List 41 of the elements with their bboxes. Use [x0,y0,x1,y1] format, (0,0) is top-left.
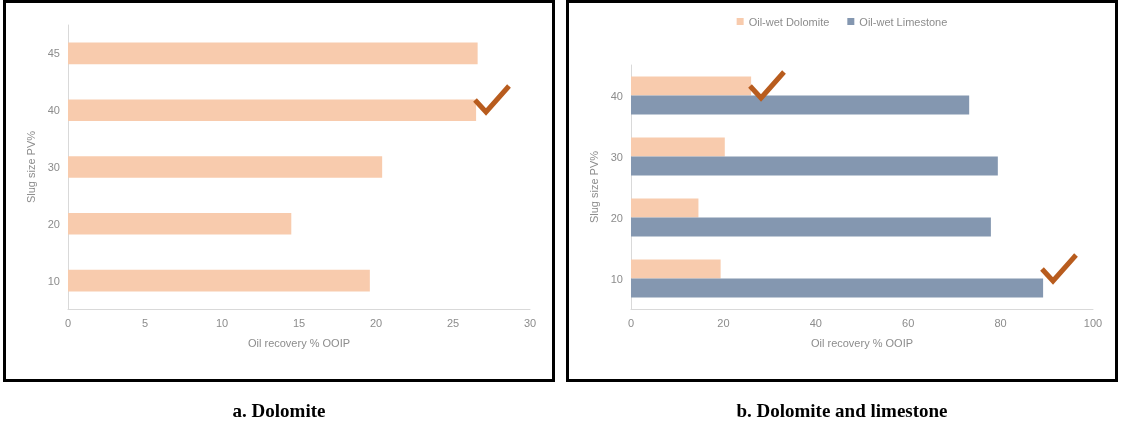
bar [68,42,478,65]
bar [631,278,1044,298]
y-tick-label: 40 [610,89,623,102]
x-axis-title: Oil recovery % OOIP [810,336,914,349]
x-axis-title: Oil recovery % OOIP [247,336,351,349]
x-tick-label: 10 [215,316,229,329]
bar [631,259,721,279]
bar [631,198,699,218]
x-tick-label: 15 [292,316,306,329]
bar [631,156,998,176]
x-tick-label: 0 [627,316,635,329]
x-tick-label: 5 [141,316,149,329]
bar [68,156,383,178]
legend-label: Oil-wet Dolomite [748,15,830,28]
bar [631,137,725,157]
legend-label: Oil-wet Limestone [859,15,948,28]
y-tick-label: 45 [47,47,60,60]
text: b. Dolomite and limestone [735,400,949,422]
bar [631,95,970,115]
x-tick-label: 20 [369,316,383,329]
y-tick-label: 20 [610,211,623,224]
x-tick-label: 40 [809,316,822,329]
y-tick-label: 30 [47,161,60,173]
y-tick-label: 30 [610,150,623,163]
x-tick-label: 25 [446,316,460,329]
x-tick-label: 100 [1083,316,1103,329]
y-tick-label: 40 [47,104,60,117]
y-tick-label: 20 [47,217,60,230]
y-axis-title: Slug size PV% [25,130,38,204]
y-axis-title: Slug size PV% [588,150,601,224]
x-tick-label: 80 [994,316,1007,329]
x-tick-label: 20 [717,316,730,329]
x-tick-label: 60 [902,316,915,329]
bar [631,217,991,237]
y-tick-label: 10 [47,274,60,287]
y-tick-label: 10 [610,272,623,285]
bar [68,213,292,235]
bar [68,269,370,292]
x-tick-label: 30 [523,316,537,329]
x-tick-label: 0 [64,316,72,329]
text: a. Dolomite [231,400,327,422]
